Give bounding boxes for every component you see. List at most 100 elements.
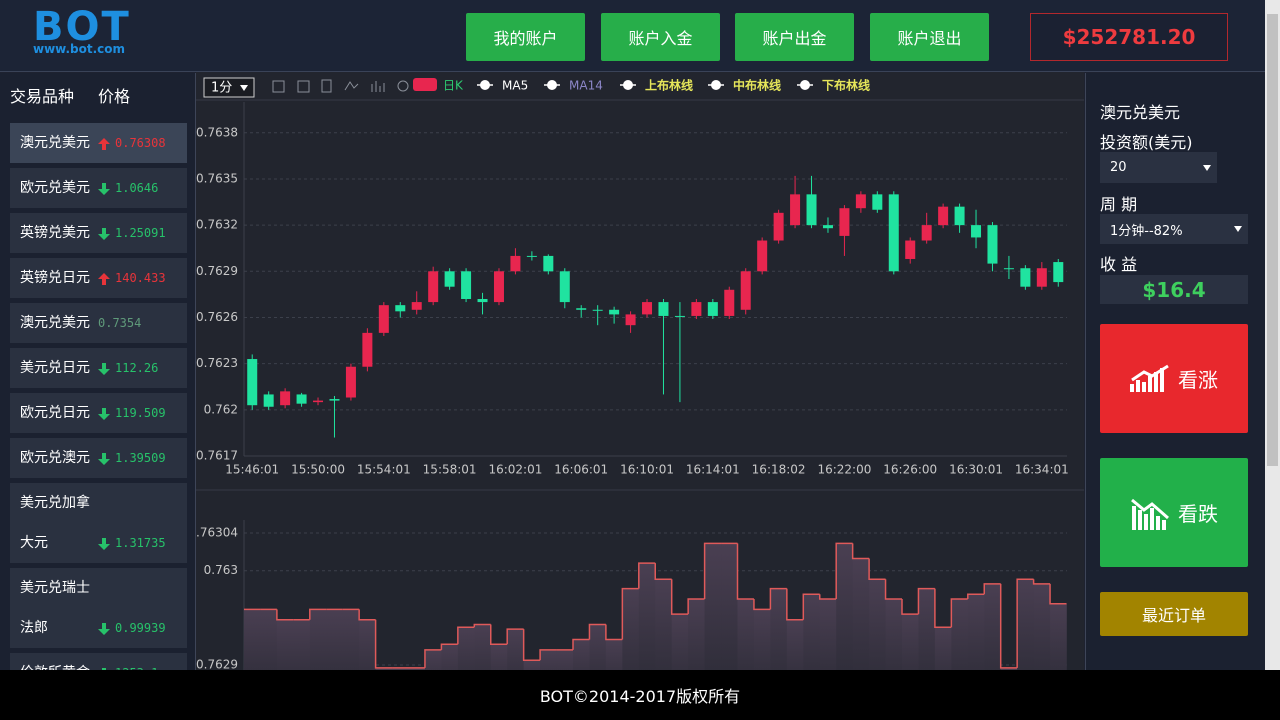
x-tick-label: 16:26:00 (883, 463, 937, 477)
step-line (654, 563, 672, 580)
candle-body (987, 225, 998, 264)
candle-body (296, 394, 307, 404)
area-fill (490, 644, 508, 670)
step-line (440, 643, 458, 650)
x-tick-label: 15:46:01 (225, 463, 279, 477)
instrument-price: 1.0646 (98, 168, 158, 208)
direction-arrow (98, 452, 110, 465)
instrument-price: 1.31735 (98, 523, 166, 563)
candle-body (592, 309, 603, 311)
legend-dot (711, 80, 721, 90)
nav-button[interactable]: 我的账户 (466, 13, 585, 61)
step-line (687, 598, 705, 615)
price-value: 0.7354 (98, 316, 142, 330)
instrument-item[interactable]: 英镑兑日元 140.433 (10, 258, 187, 298)
area-fill (457, 627, 475, 670)
instrument-price: 119.509 (98, 393, 166, 433)
instrument-price: 1253.1 (98, 653, 158, 670)
step-line (621, 587, 639, 640)
candle-body (345, 366, 356, 398)
call-button[interactable]: 看涨 (1100, 324, 1248, 433)
area-fill (392, 667, 409, 670)
x-tick-label: 15:54:01 (357, 463, 411, 477)
price-value: 112.26 (115, 361, 159, 375)
area-fill (984, 583, 1001, 670)
candle-body (872, 194, 883, 210)
instrument-item[interactable]: 澳元兑美元 0.76308 (10, 123, 187, 163)
instrument-item[interactable]: 美元兑日元 112.26 (10, 348, 187, 388)
instrument-item[interactable]: 欧元兑日元 119.509 (10, 393, 187, 433)
legend-label: 中布林线 (733, 78, 781, 93)
step-line (917, 587, 935, 615)
nav-button[interactable]: 账户出金 (735, 13, 854, 61)
candle-body (493, 271, 504, 303)
step-line (1032, 579, 1051, 585)
period-select[interactable]: 1分钟--82% (1100, 214, 1248, 244)
price-value: 1.31735 (115, 536, 166, 550)
step-line (358, 609, 376, 621)
step-line (934, 588, 952, 629)
step-line (539, 649, 557, 661)
step-line (374, 619, 393, 669)
area-fill (1017, 579, 1034, 670)
direction-arrow (98, 182, 110, 195)
candle-body (428, 271, 439, 303)
instrument-price: 112.26 (98, 348, 158, 388)
candle-body (773, 212, 784, 241)
legend-label: 日K (443, 79, 464, 93)
put-button[interactable]: 看跌 (1100, 458, 1248, 567)
order-panel: 澳元兑美元 投资额(美元) 20 周 期 1分钟--82% 收 益 $16.4 … (1085, 73, 1265, 670)
candle-body (526, 255, 537, 257)
y-tick-label: 0.7626 (196, 310, 238, 324)
instrument-item[interactable]: 澳元兑美元 0.7354 (10, 303, 187, 343)
area-fill (309, 609, 327, 670)
instrument-price: 140.433 (98, 258, 166, 298)
period-select[interactable] (203, 77, 255, 98)
area-fill (902, 614, 919, 670)
step-line (457, 626, 475, 645)
candle-body (609, 309, 620, 315)
arrow-shape (98, 182, 110, 195)
toolbar-icons[interactable] (272, 79, 409, 93)
orders-button[interactable]: 最近订单 (1100, 592, 1248, 636)
area-fill (556, 649, 574, 670)
instrument-item[interactable]: 伦敦所黄金 1253.1 (10, 653, 187, 670)
area-fill (852, 558, 870, 670)
instrument-name: 美元兑瑞士法郎 (20, 580, 90, 636)
candle-body (642, 302, 653, 315)
instrument-price: 1.39509 (98, 438, 166, 478)
instrument-item[interactable]: 美元兑瑞士法郎 0.99939 (10, 568, 187, 648)
area-fill (359, 619, 376, 670)
select-arrow (240, 85, 248, 91)
instrument-item[interactable]: 欧元兑澳元 1.39509 (10, 438, 187, 478)
candle-body (510, 255, 521, 272)
instrument-item[interactable]: 美元兑加拿大元 1.31735 (10, 483, 187, 563)
nav-button[interactable]: 账户退出 (870, 13, 989, 61)
step-line (868, 558, 886, 580)
area-fill (1033, 583, 1051, 670)
step-line (506, 628, 524, 645)
instrument-item[interactable]: 英镑兑美元 1.25091 (10, 213, 187, 253)
area-fill (885, 599, 903, 670)
instrument-price: 0.76308 (98, 123, 166, 163)
legend-label: 上布林线 (645, 78, 693, 93)
step-line (490, 624, 508, 646)
price-value: 1.0646 (115, 181, 159, 195)
amount-select[interactable]: 20 (1100, 152, 1217, 183)
column-header: 交易品种 (10, 87, 75, 106)
step-line (638, 562, 656, 589)
candle-body (724, 289, 735, 316)
scrollbar-thumb[interactable] (1267, 14, 1278, 466)
instrument-item[interactable]: 欧元兑美元 1.0646 (10, 168, 187, 208)
instrument-name: 英镑兑日元 (20, 270, 90, 286)
candle-body (888, 194, 899, 272)
arrow-shape (98, 227, 110, 240)
legend-label: MA5 (502, 79, 528, 93)
nav-button[interactable]: 账户入金 (601, 13, 720, 61)
y-tick-label: 0.7635 (196, 171, 238, 185)
logo: BOT (33, 4, 131, 50)
step-line (588, 623, 606, 640)
area-fill (276, 619, 294, 670)
direction-arrow (98, 272, 110, 285)
step-line (309, 608, 327, 620)
